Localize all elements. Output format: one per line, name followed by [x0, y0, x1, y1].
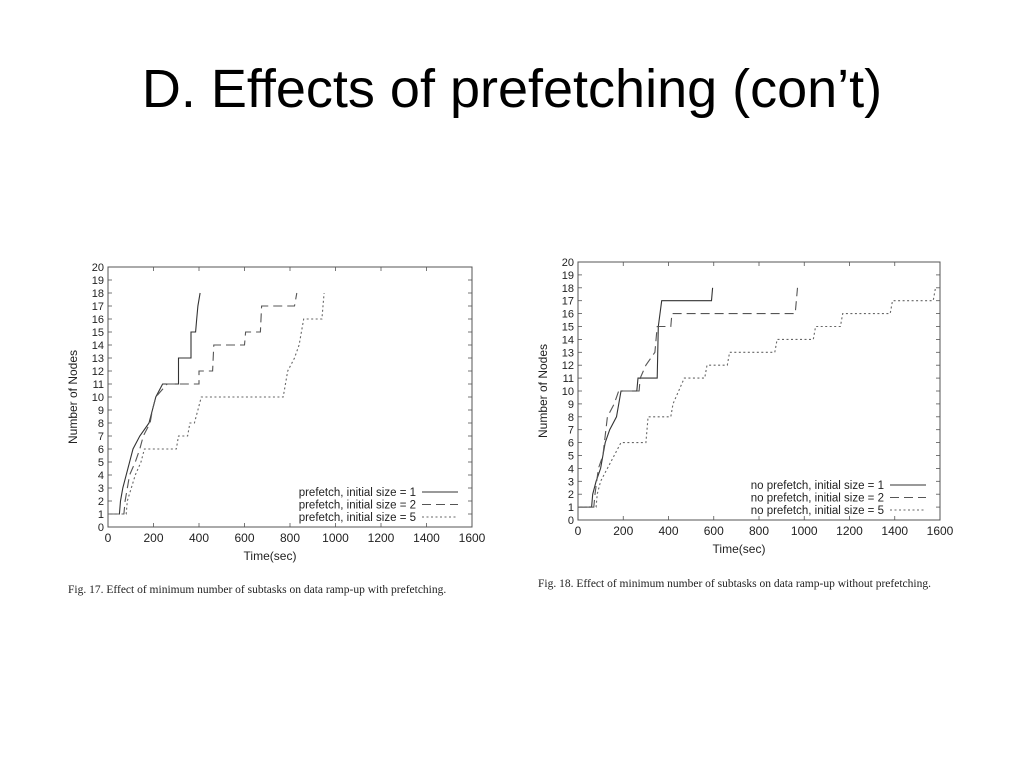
slide-title: D. Effects of prefetching (con’t) [141, 59, 883, 119]
y-tick-label: 0 [568, 515, 574, 527]
x-tick-label: 1400 [881, 524, 908, 538]
legend-label: no prefetch, initial size = 1 [751, 480, 884, 492]
y-tick-label: 10 [92, 392, 104, 404]
y-tick-label: 9 [568, 399, 574, 411]
y-tick-label: 19 [562, 270, 574, 282]
y-tick-label: 11 [563, 373, 574, 385]
x-tick-label: 0 [575, 524, 582, 538]
x-tick-label: 1000 [791, 524, 818, 538]
y-tick-label: 15 [562, 322, 574, 334]
x-tick-label: 1600 [459, 531, 486, 545]
y-tick-label: 19 [92, 275, 104, 287]
x-tick-label: 1400 [413, 531, 440, 545]
y-tick-label: 4 [568, 463, 574, 475]
y-tick-label: 6 [98, 444, 104, 456]
x-axis-label: Time(sec) [244, 549, 297, 563]
x-tick-label: 200 [613, 524, 633, 538]
caption-fig17: Fig. 17. Effect of minimum number of sub… [68, 584, 447, 596]
y-tick-label: 14 [92, 340, 104, 352]
y-tick-label: 8 [568, 412, 574, 424]
legend-label: prefetch, initial size = 2 [299, 500, 416, 512]
y-tick-label: 18 [562, 283, 574, 295]
x-tick-label: 600 [704, 524, 724, 538]
y-tick-label: 2 [98, 496, 104, 508]
y-tick-label: 0 [98, 522, 104, 534]
x-tick-label: 1000 [322, 531, 349, 545]
y-tick-label: 13 [562, 347, 574, 359]
y-tick-label: 4 [98, 470, 104, 482]
y-tick-label: 8 [98, 418, 104, 430]
series-line-dashed [108, 292, 298, 515]
x-tick-label: 800 [280, 531, 300, 545]
y-tick-label: 1 [568, 502, 574, 514]
y-tick-label: 9 [98, 405, 104, 417]
figure-18: 0 1 2 3 4 5 6 7 8 9 10 11 12 13 14 15 16 17 18 19 20 0 200 400 6… [532, 252, 972, 577]
y-tick-label: 14 [562, 334, 574, 346]
y-tick-label: 3 [98, 483, 104, 495]
legend-label: prefetch, initial size = 5 [299, 512, 416, 524]
y-tick-label: 12 [92, 366, 104, 378]
legend-label: prefetch, initial size = 1 [299, 487, 416, 499]
series-line-dashed [578, 287, 799, 508]
figure-17: 0 1 2 3 4 5 6 7 8 9 10 11 12 13 14 15 16 17 18 19 20 0 200 400 6… [62, 252, 502, 577]
y-tick-label: 18 [92, 288, 104, 300]
y-tick-label: 5 [568, 451, 574, 463]
y-tick-label: 7 [98, 431, 104, 443]
y-tick-label: 3 [568, 476, 574, 488]
x-tick-label: 200 [143, 531, 163, 545]
y-tick-label: 11 [93, 379, 104, 391]
caption-fig18: Fig. 18. Effect of minimum number of sub… [538, 578, 931, 590]
legend-label: no prefetch, initial size = 2 [751, 493, 884, 505]
series-line-dotted [108, 292, 325, 515]
y-tick-label: 17 [562, 296, 574, 308]
y-tick-label: 2 [568, 489, 574, 501]
y-axis-label: Number of Nodes [66, 350, 80, 444]
x-tick-label: 600 [234, 531, 254, 545]
series-line-dotted [578, 287, 937, 508]
y-tick-label: 20 [92, 262, 104, 274]
y-tick-label: 16 [562, 309, 574, 321]
y-tick-label: 10 [562, 386, 574, 398]
y-tick-label: 7 [568, 425, 574, 437]
y-tick-label: 20 [562, 257, 574, 269]
x-tick-label: 1200 [836, 524, 863, 538]
legend-label: no prefetch, initial size = 5 [751, 505, 884, 517]
y-tick-label: 1 [98, 509, 104, 521]
x-axis-label: Time(sec) [713, 542, 766, 556]
y-tick-label: 5 [98, 457, 104, 469]
x-tick-label: 800 [749, 524, 769, 538]
y-tick-label: 13 [92, 353, 104, 365]
series-line-solid [578, 287, 714, 508]
x-tick-label: 0 [105, 531, 112, 545]
y-axis-label: Number of Nodes [536, 344, 550, 438]
x-tick-label: 400 [658, 524, 678, 538]
y-tick-label: 17 [92, 301, 104, 313]
y-tick-label: 15 [92, 327, 104, 339]
x-tick-label: 1200 [368, 531, 395, 545]
y-tick-label: 12 [562, 360, 574, 372]
x-tick-label: 1600 [927, 524, 954, 538]
y-tick-label: 16 [92, 314, 104, 326]
y-tick-label: 6 [568, 438, 574, 450]
x-tick-label: 400 [189, 531, 209, 545]
